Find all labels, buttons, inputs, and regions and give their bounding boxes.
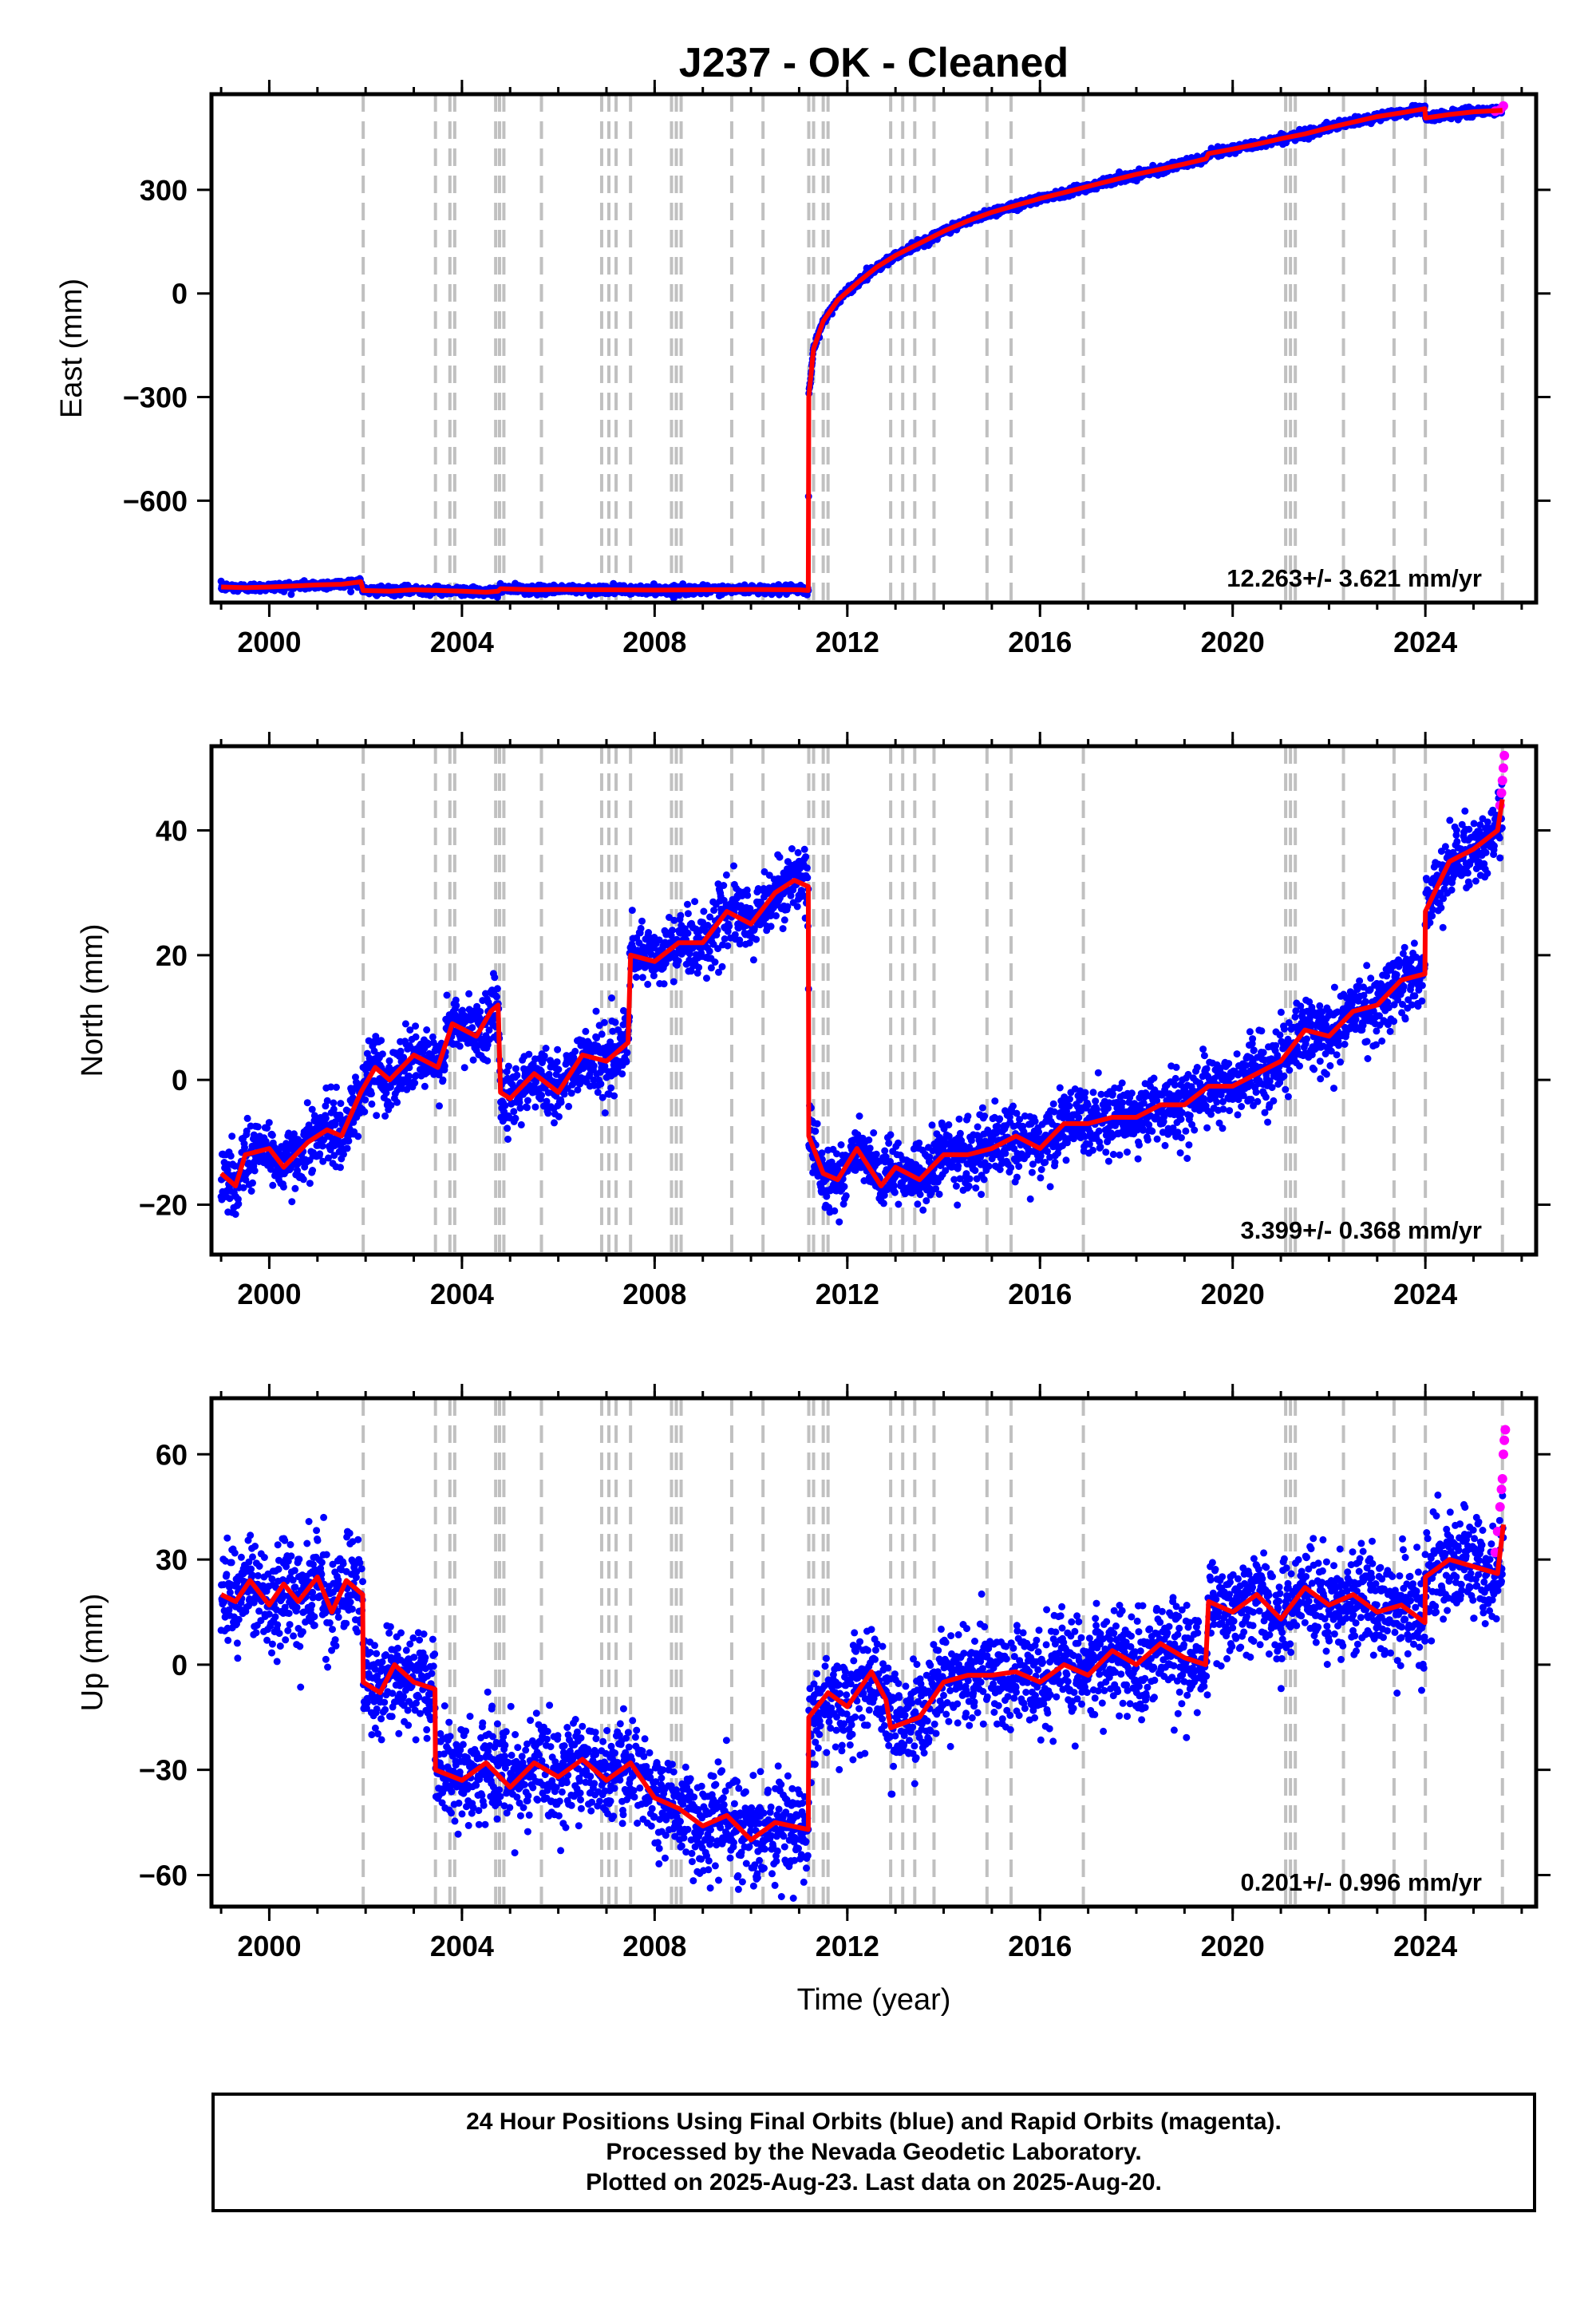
y-axis-label: East (mm) <box>55 279 89 418</box>
footer-note-box: 24 Hour Positions Using Final Orbits (bl… <box>211 2093 1536 2212</box>
y-ticks: −60 −30 0 30 60 <box>139 1438 1551 1891</box>
rapid-point <box>1498 763 1508 773</box>
rapid-point <box>1495 1502 1505 1512</box>
rapid-point <box>1496 788 1507 798</box>
y-tick-label: −60 <box>139 1859 188 1891</box>
final-orbit-scatter <box>217 1491 1507 1902</box>
model-line <box>219 798 1505 1188</box>
y-tick-label: 20 <box>156 939 188 972</box>
x-tick-label: 2000 <box>237 1278 301 1310</box>
footer-line-3: Plotted on 2025-Aug-23. Last data on 202… <box>586 2169 1162 2195</box>
y-ticks: −20 0 20 40 <box>139 815 1551 1221</box>
rapid-point <box>1496 1484 1507 1495</box>
x-tick-label: 2012 <box>816 1930 879 1962</box>
plot-frame <box>209 92 1539 605</box>
x-ticks: 2000 2004 2008 2012 2016 2020 2024 <box>219 732 1523 1310</box>
x-tick-label: 2004 <box>430 626 494 658</box>
x-tick-label: 2008 <box>622 1278 686 1310</box>
rapid-point <box>1499 750 1510 761</box>
figure-title: J237 - OK - Cleaned <box>679 40 1069 86</box>
final-orbit-scatter <box>217 101 1506 602</box>
x-tick-label: 2016 <box>1008 1930 1072 1962</box>
x-tick-label: 2008 <box>622 1930 686 1962</box>
y-tick-label: 0 <box>172 1649 188 1682</box>
x-tick-label: 2020 <box>1201 626 1265 658</box>
model-line <box>221 106 1503 595</box>
event-lines <box>361 94 1504 603</box>
event-lines <box>361 746 1504 1255</box>
y-axis-label: Up (mm) <box>76 1594 109 1712</box>
y-tick-label: −600 <box>123 484 188 517</box>
model-line <box>219 1524 1506 1843</box>
x-tick-label: 2000 <box>237 1930 301 1962</box>
x-ticks: 2000 2004 2008 2012 2016 2020 2024 <box>219 80 1523 658</box>
x-tick-label: 2024 <box>1393 1278 1457 1310</box>
final-orbit-points <box>217 1491 1507 1902</box>
rapid-point <box>1500 1425 1511 1435</box>
x-ticks: 2000 2004 2008 2012 2016 2020 2024 <box>219 1384 1523 1962</box>
y-tick-label: 60 <box>156 1438 188 1471</box>
y-tick-label: −30 <box>139 1754 188 1787</box>
rate-label: 12.263+/- 3.621 mm/yr <box>1227 564 1482 592</box>
rapid-orbit-points <box>1490 1425 1511 1558</box>
footer-line-2: Processed by the Nevada Geodetic Laborat… <box>606 2139 1142 2165</box>
panels: 2000 2004 2008 2012 2016 2020 2024−600−3000300… <box>55 80 1551 1962</box>
x-tick-label: 2000 <box>237 626 301 658</box>
panel-up: 2000 2004 2008 2012 2016 2020 2024 −60 −30 0 30 60 U… <box>76 1384 1551 1962</box>
event-lines <box>361 1398 1504 1907</box>
rapid-point <box>1499 1435 1510 1445</box>
x-tick-label: 2004 <box>430 1278 494 1310</box>
x-tick-label: 2024 <box>1393 1930 1457 1962</box>
x-tick-label: 2012 <box>816 626 879 658</box>
y-ticks: −600 −300 0 300 <box>123 174 1551 517</box>
x-axis-label: Time (year) <box>797 1983 951 2017</box>
y-tick-label: 0 <box>172 1064 188 1097</box>
x-tick-label: 2024 <box>1393 626 1457 658</box>
x-tick-label: 2008 <box>622 626 686 658</box>
x-tick-label: 2016 <box>1008 626 1072 658</box>
y-tick-label: 30 <box>156 1543 188 1576</box>
y-tick-label: 0 <box>172 278 188 310</box>
y-tick-label: 40 <box>156 815 188 848</box>
y-tick-label: 300 <box>140 174 188 207</box>
y-tick-label: −300 <box>123 381 188 414</box>
rapid-point <box>1497 775 1507 785</box>
panel-north: 2000 2004 2008 2012 2016 2020 2024 −20 0 20 40 Nort… <box>76 732 1551 1310</box>
x-tick-label: 2020 <box>1201 1278 1265 1310</box>
plot-frame <box>209 1396 1539 1909</box>
x-tick-label: 2020 <box>1201 1930 1265 1962</box>
rate-label: 0.201+/- 0.996 mm/yr <box>1241 1868 1482 1896</box>
x-tick-label: 2016 <box>1008 1278 1072 1310</box>
footer-line-1: 24 Hour Positions Using Final Orbits (bl… <box>466 2109 1282 2135</box>
rapid-point <box>1498 1449 1508 1460</box>
rapid-point <box>1497 1474 1507 1484</box>
x-tick-label: 2004 <box>430 1930 494 1962</box>
y-axis-label: North (mm) <box>76 923 109 1077</box>
x-tick-label: 2012 <box>816 1278 879 1310</box>
plot-frame <box>209 744 1539 1257</box>
y-tick-label: −20 <box>139 1188 188 1221</box>
rate-label: 3.399+/- 0.368 mm/yr <box>1241 1216 1482 1244</box>
panel-east: 2000 2004 2008 2012 2016 2020 2024 −600 −300 0 300… <box>55 80 1551 658</box>
final-orbit-points <box>217 101 1506 602</box>
